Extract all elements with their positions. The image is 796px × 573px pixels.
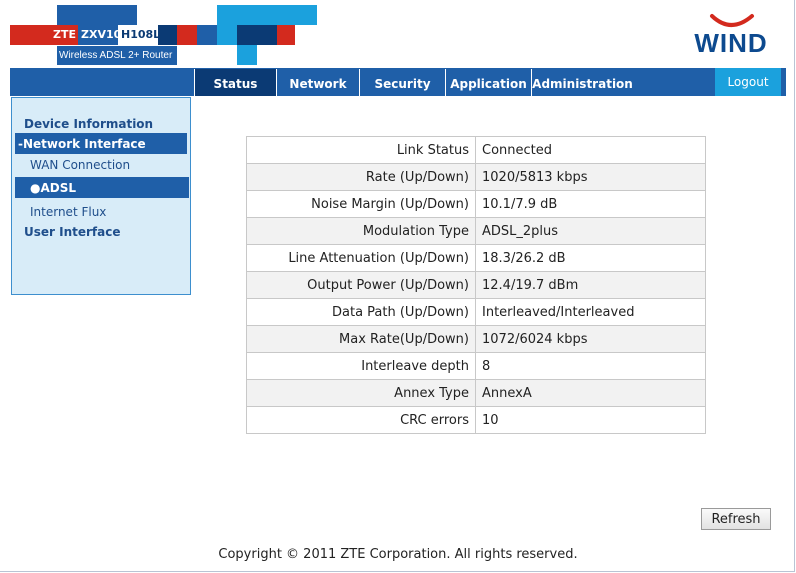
copyright-footer: Copyright © 2011 ZTE Corporation. All ri…	[218, 547, 578, 562]
sidebar-item-device-information[interactable]: Device Information	[24, 117, 154, 131]
bullet-icon: ●	[30, 181, 41, 195]
row-label: Link Status	[246, 136, 476, 164]
row-value: ADSL_2plus	[475, 217, 706, 245]
sidebar-item-internet-flux[interactable]: Internet Flux	[30, 205, 107, 219]
row-label: Interleave depth	[246, 352, 476, 380]
row-value: 1072/6024 kbps	[475, 325, 706, 353]
adsl-status-table: Link Status Connected Rate (Up/Down) 1020/…	[246, 136, 706, 434]
row-label: Data Path (Up/Down)	[246, 298, 476, 326]
sidebar: Device Information -Network Interface WA…	[11, 97, 191, 295]
row-label: CRC errors	[246, 406, 476, 434]
row-value: 1020/5813 kbps	[475, 163, 706, 191]
table-row: Noise Margin (Up/Down) 10.1/7.9 dB	[246, 190, 706, 218]
wind-logo-icon	[710, 14, 754, 27]
mosaic-block	[57, 5, 137, 25]
tab-status[interactable]: Status	[194, 69, 276, 96]
table-row: Line Attenuation (Up/Down) 18.3/26.2 dB	[246, 244, 706, 272]
tab-network[interactable]: Network	[276, 69, 359, 96]
zte-logo-text: ZTE	[53, 28, 76, 41]
main-nav-bar	[10, 68, 786, 96]
table-row: Rate (Up/Down) 1020/5813 kbps	[246, 163, 706, 191]
mosaic-block	[157, 25, 177, 45]
tab-security[interactable]: Security	[359, 69, 445, 96]
table-row: Max Rate(Up/Down) 1072/6024 kbps	[246, 325, 706, 353]
table-row: Output Power (Up/Down) 12.4/19.7 dBm	[246, 271, 706, 299]
row-label: Rate (Up/Down)	[246, 163, 476, 191]
mosaic-block	[217, 5, 317, 25]
operator-logo-text: WIND	[694, 28, 768, 58]
router-subtitle: Wireless ADSL 2+ Router	[57, 46, 177, 65]
table-row: CRC errors 10	[246, 406, 706, 434]
row-value: 18.3/26.2 dB	[475, 244, 706, 272]
table-row: Interleave depth 8	[246, 352, 706, 380]
row-label: Modulation Type	[246, 217, 476, 245]
mosaic-block	[197, 25, 217, 45]
sidebar-item-wan-connection[interactable]: WAN Connection	[30, 158, 131, 172]
refresh-button[interactable]: Refresh	[701, 508, 771, 530]
row-value: 10	[475, 406, 706, 434]
mosaic-block	[237, 45, 257, 65]
model-label: ZXV10	[78, 25, 121, 45]
row-value: Connected	[475, 136, 706, 164]
sidebar-item-network-interface[interactable]: -Network Interface	[15, 133, 187, 154]
sidebar-item-user-interface[interactable]: User Interface	[24, 225, 121, 239]
row-value: AnnexA	[475, 379, 706, 407]
tab-administration[interactable]: Administration	[531, 69, 633, 96]
model-code: H108L	[118, 25, 160, 45]
table-row: Modulation Type ADSL_2plus	[246, 217, 706, 245]
row-label: Max Rate(Up/Down)	[246, 325, 476, 353]
sidebar-item-adsl-label: ADSL	[40, 181, 77, 195]
table-row: Annex Type AnnexA	[246, 379, 706, 407]
tab-application[interactable]: Application	[445, 69, 531, 96]
row-value: 10.1/7.9 dB	[475, 190, 706, 218]
row-value: Interleaved/Interleaved	[475, 298, 706, 326]
mosaic-block	[217, 25, 237, 45]
row-label: Noise Margin (Up/Down)	[246, 190, 476, 218]
logout-button[interactable]: Logout	[715, 68, 781, 96]
row-value: 12.4/19.7 dBm	[475, 271, 706, 299]
table-row: Data Path (Up/Down) Interleaved/Interleav…	[246, 298, 706, 326]
sidebar-item-adsl[interactable]: ●ADSL	[15, 177, 189, 198]
table-row: Link Status Connected	[246, 136, 706, 164]
mosaic-block	[237, 25, 277, 45]
row-value: 8	[475, 352, 706, 380]
row-label: Line Attenuation (Up/Down)	[246, 244, 476, 272]
row-label: Output Power (Up/Down)	[246, 271, 476, 299]
row-label: Annex Type	[246, 379, 476, 407]
